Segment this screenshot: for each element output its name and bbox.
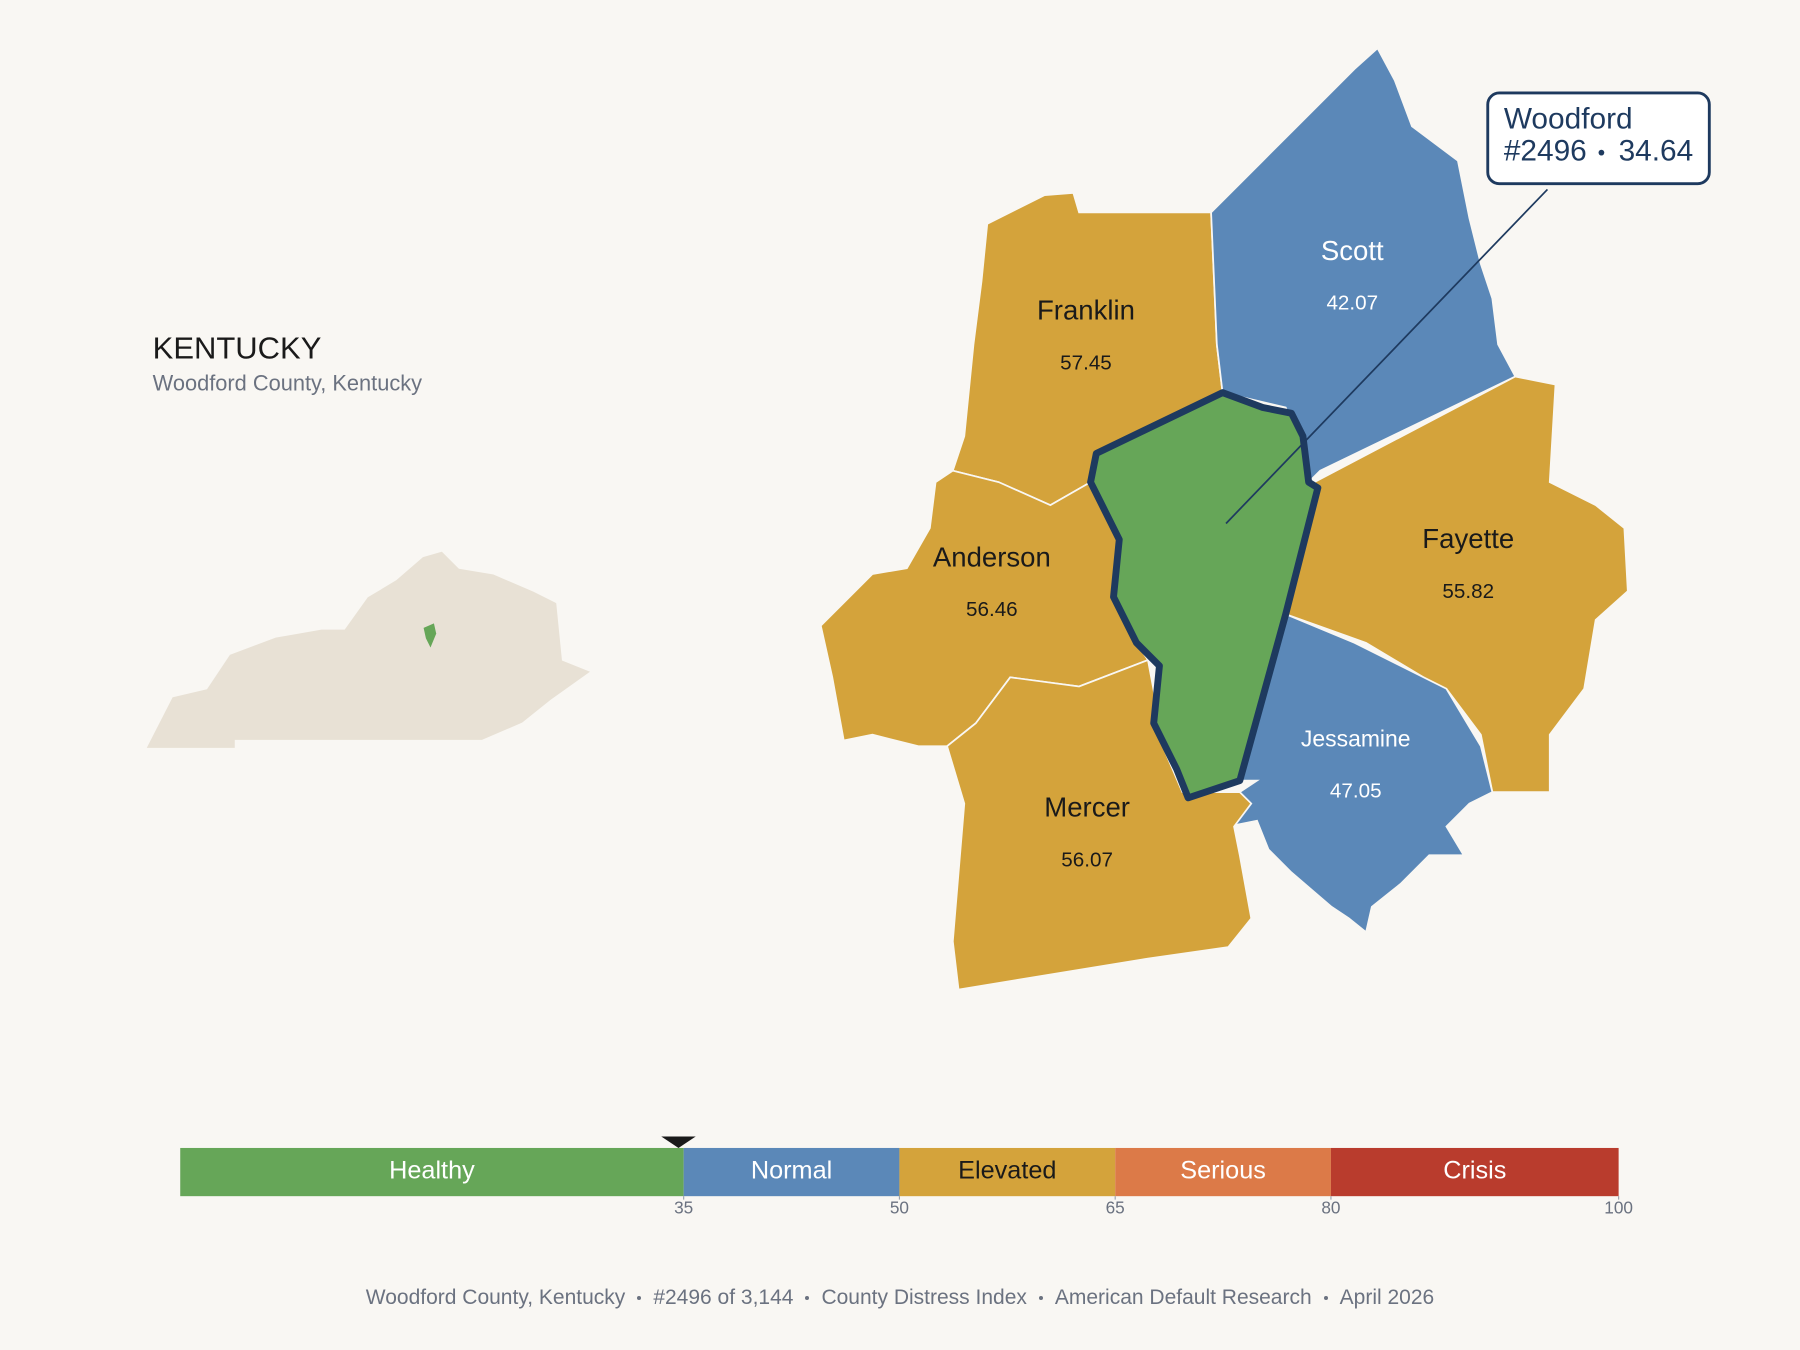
county-name: Fayette [1422, 523, 1514, 554]
scale-tick-label: 100 [1604, 1197, 1633, 1217]
county-name: Anderson [933, 541, 1051, 572]
footer-item: County Distress Index [821, 1286, 1027, 1309]
county [1210, 46, 1517, 484]
scale-segment [180, 1147, 684, 1197]
scale-marker [661, 1136, 696, 1148]
scale-label: Serious [1180, 1157, 1266, 1185]
callout-separator [1598, 149, 1605, 156]
county-name: Mercer [1044, 792, 1130, 823]
county-value: 55.82 [1442, 580, 1494, 603]
scale-segment [1115, 1147, 1331, 1197]
callout-rank: #2496 [1504, 135, 1587, 168]
county-value: 56.46 [966, 598, 1018, 621]
scale-segment [899, 1147, 1116, 1197]
county-value: 57.45 [1060, 351, 1112, 374]
scale-label: Healthy [389, 1157, 475, 1185]
leader-line [1225, 188, 1549, 525]
highlight-county [1087, 389, 1322, 802]
county-name: Jessamine [1301, 725, 1411, 751]
county-name: Scott [1321, 235, 1384, 266]
inset-highlight [423, 623, 437, 648]
footer-item: Woodford County, Kentucky [365, 1286, 626, 1309]
scale-label: Crisis [1443, 1157, 1506, 1185]
county-name: Franklin [1037, 295, 1135, 326]
callout-value: 34.64 [1619, 135, 1694, 168]
county [946, 658, 1253, 991]
scale-tick-label: 65 [1106, 1197, 1125, 1217]
subtitle: Woodford County, Kentucky [153, 370, 422, 395]
county-value: 47.05 [1330, 780, 1382, 803]
footer-separator [1323, 1296, 1328, 1300]
county-value: 42.07 [1326, 292, 1378, 315]
callout-name: Woodford [1504, 102, 1633, 135]
scale-segment [683, 1147, 900, 1197]
scale-tick-label: 50 [890, 1197, 909, 1217]
county-value: 56.07 [1061, 848, 1113, 871]
callout-box [1486, 91, 1711, 186]
footer: Woodford County, Kentucky #2496 of 3,144 C… [0, 1286, 1800, 1310]
state-inset [144, 550, 593, 750]
footer-item: #2496 of 3,144 [653, 1286, 794, 1309]
footer-item: American Default Research [1054, 1286, 1312, 1309]
scale-tick-label: 80 [1321, 1197, 1340, 1217]
scale-label: Elevated [958, 1157, 1056, 1185]
footer-item: April 2026 [1339, 1286, 1435, 1309]
footer-separator [1038, 1296, 1043, 1300]
footer-separator [637, 1296, 642, 1300]
scale-tick-label: 35 [674, 1197, 693, 1217]
state-title: KENTUCKY [153, 330, 322, 365]
scale-segment [1330, 1147, 1619, 1197]
footer-separator [805, 1296, 810, 1300]
scale-label: Normal [751, 1157, 832, 1185]
